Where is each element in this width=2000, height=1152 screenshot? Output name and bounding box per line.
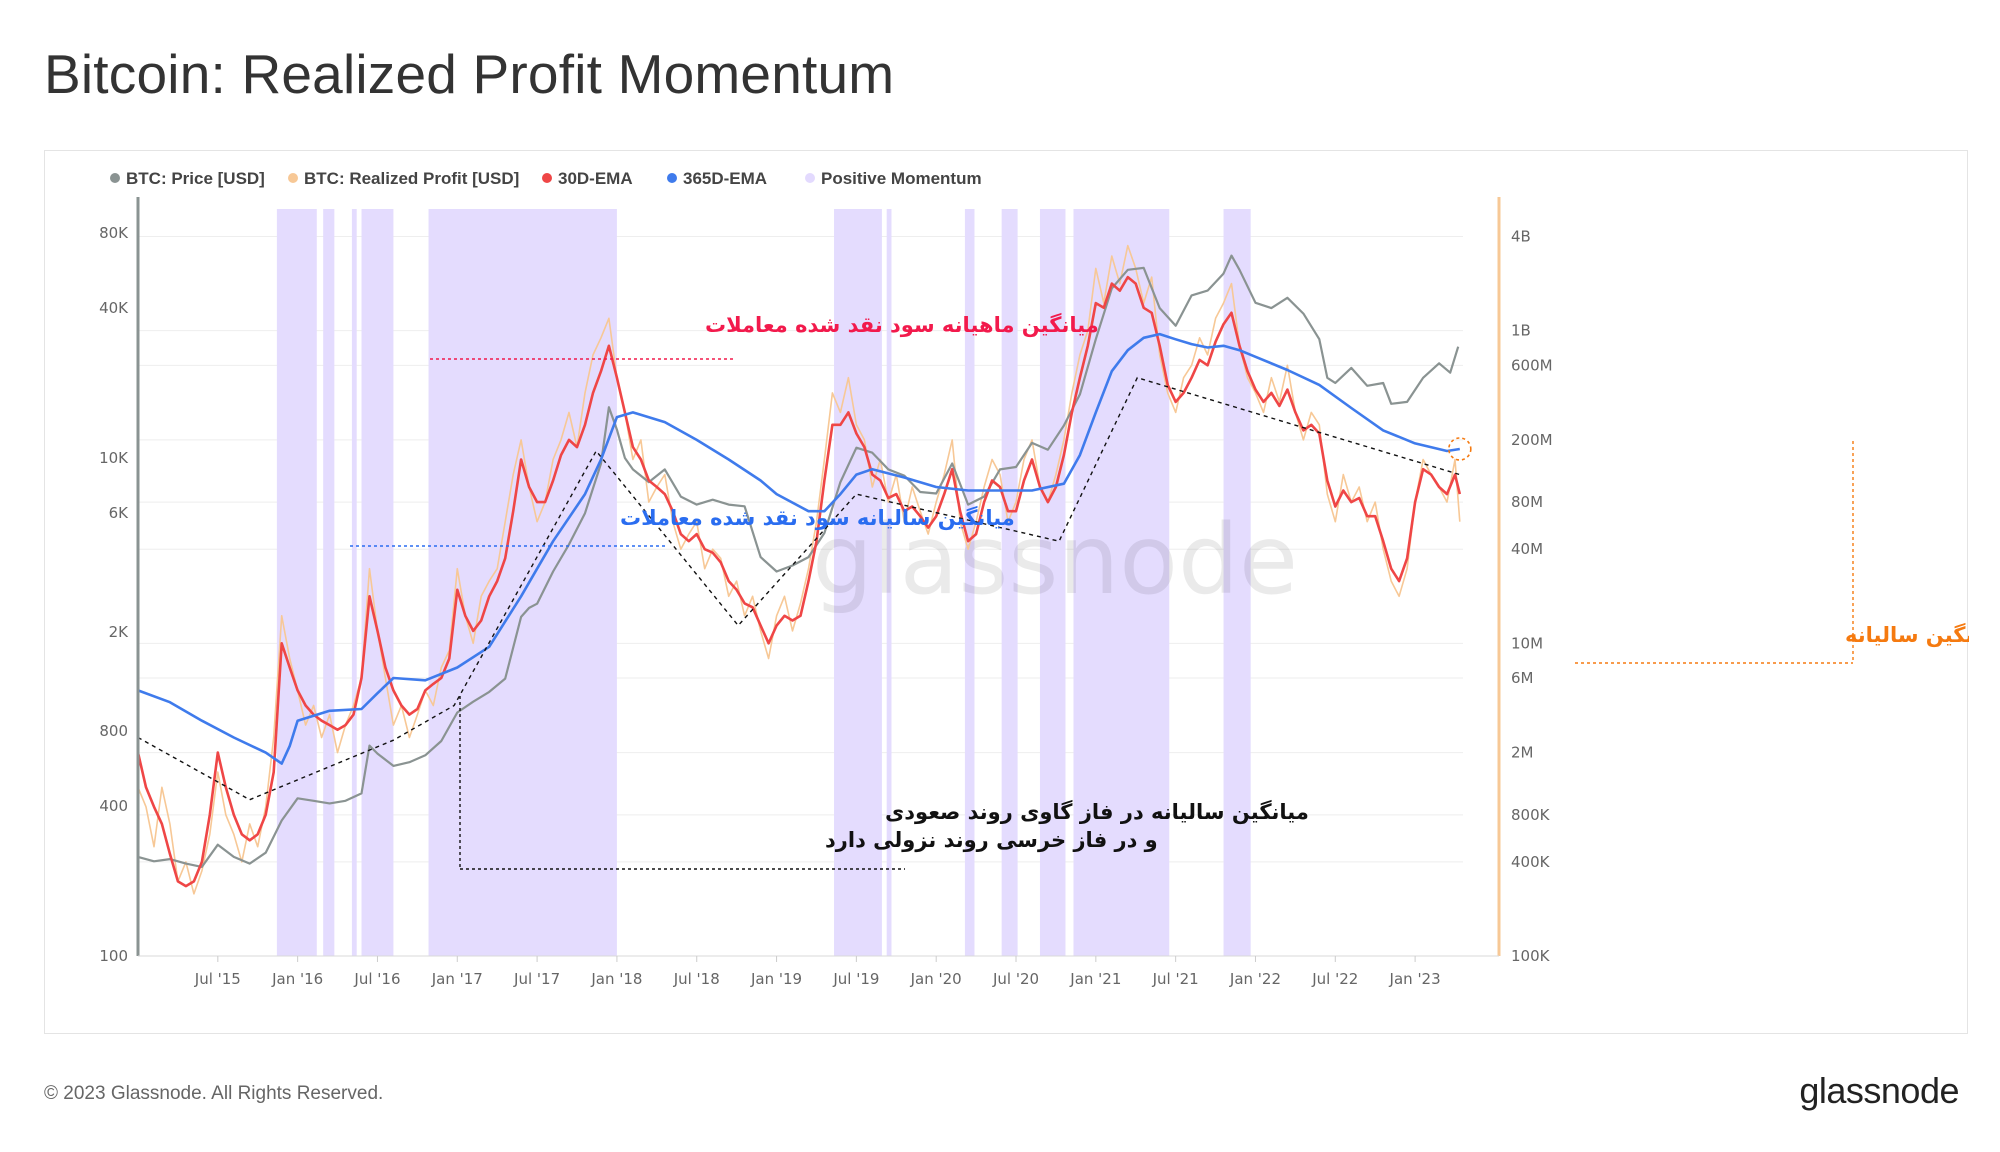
copyright-text: © 2023 Glassnode. All Rights Reserved. bbox=[44, 1083, 384, 1104]
legend-marker bbox=[667, 173, 677, 183]
trend-guide-line bbox=[249, 376, 1461, 801]
watermark: glassnode bbox=[812, 504, 1298, 616]
legend-marker bbox=[110, 173, 120, 183]
x-tick-label: Jan '23 bbox=[1389, 970, 1441, 988]
chart: BTC: Price [USD] BTC: Realized Profit [US… bbox=[99, 169, 1969, 988]
legend-item[interactable]: BTC: Realized Profit [USD] bbox=[288, 169, 519, 188]
x-tick-label: Jul '17 bbox=[513, 970, 560, 988]
left-tick-label: 400 bbox=[99, 797, 128, 815]
momentum-band bbox=[351, 209, 357, 956]
annotation-text: و در فاز خرسی روند نزولی دارد bbox=[825, 828, 1158, 852]
legend-label: 365D-EMA bbox=[683, 169, 767, 188]
trend-guides bbox=[137, 376, 1461, 801]
x-tick-label: Jul '16 bbox=[353, 970, 400, 988]
x-tick-label: Jan '20 bbox=[910, 970, 962, 988]
right-tick-label: 400K bbox=[1511, 853, 1551, 871]
x-tick-label: Jul '20 bbox=[992, 970, 1039, 988]
right-tick-label: 200M bbox=[1511, 431, 1553, 449]
axes: 80K 40K 10K 6K 2K 800 400 100 4B 1B 600M 200M 80M 40M… bbox=[99, 197, 1553, 988]
x-tick-label: Jan '21 bbox=[1069, 970, 1121, 988]
momentum-band bbox=[1039, 209, 1066, 956]
right-tick-label: 2M bbox=[1511, 744, 1534, 762]
momentum-band bbox=[361, 209, 394, 956]
annotation-text: میانگین سالیانه در فاز گاوی روند صعودی bbox=[885, 799, 1309, 824]
right-tick-label: 1B bbox=[1511, 322, 1531, 340]
legend-item[interactable]: 30D-EMA bbox=[542, 169, 633, 188]
left-tick-label: 80K bbox=[99, 224, 129, 242]
trend-guide-line bbox=[137, 736, 251, 801]
legend-label: BTC: Realized Profit [USD] bbox=[304, 169, 519, 188]
legend-label: Positive Momentum bbox=[821, 169, 982, 188]
legend-item[interactable]: 365D-EMA bbox=[667, 169, 767, 188]
x-tick-label: Jul '21 bbox=[1152, 970, 1199, 988]
price-line bbox=[137, 254, 1460, 868]
x-tick-label: Jul '22 bbox=[1311, 970, 1358, 988]
momentum-band bbox=[276, 209, 317, 956]
left-tick-label: 2K bbox=[109, 623, 130, 641]
legend-item[interactable]: BTC: Price [USD] bbox=[110, 169, 265, 188]
annotation-text: میانگین ماهیانه سود نقد شده معاملات bbox=[705, 312, 1099, 337]
legend-marker bbox=[805, 173, 815, 183]
left-tick-label: 10K bbox=[99, 449, 129, 467]
left-tick-label: 6K bbox=[109, 504, 130, 522]
right-tick-label: 800K bbox=[1511, 806, 1551, 824]
legend-label: 30D-EMA bbox=[558, 169, 633, 188]
series-group bbox=[136, 244, 1462, 895]
momentum-band bbox=[1001, 209, 1018, 956]
crossover-marker bbox=[1448, 437, 1472, 461]
momentum-band bbox=[428, 209, 617, 956]
left-tick-label: 800 bbox=[99, 722, 128, 740]
x-tick-label: Jan '16 bbox=[271, 970, 323, 988]
momentum-band bbox=[886, 209, 892, 956]
right-tick-label: 6M bbox=[1511, 669, 1534, 687]
left-tick-label: 100 bbox=[99, 947, 128, 965]
chart-frame: BTC: Price [USD] BTC: Realized Profit [US… bbox=[44, 150, 1969, 1034]
x-tick-label: Jan '19 bbox=[750, 970, 802, 988]
left-tick-label: 40K bbox=[99, 299, 129, 317]
ema30-line bbox=[136, 275, 1462, 888]
x-tick-label: Jul '19 bbox=[832, 970, 879, 988]
right-tick-label: 4B bbox=[1511, 228, 1531, 246]
legend-marker bbox=[288, 173, 298, 183]
legend-label: BTC: Price [USD] bbox=[126, 169, 265, 188]
brand-logo: glassnode bbox=[1799, 1070, 1959, 1111]
x-tick-label: Jan '18 bbox=[590, 970, 642, 988]
right-tick-label: 10M bbox=[1511, 634, 1543, 652]
right-tick-label: 100K bbox=[1511, 947, 1551, 965]
legend-marker bbox=[542, 173, 552, 183]
annotation-text: در حال شکست میانگین سالیانه bbox=[1845, 622, 1969, 647]
right-tick-label: 80M bbox=[1511, 493, 1543, 511]
annotations: میانگین ماهیانه سود نقد شده معاملات میانگ… bbox=[350, 312, 1969, 870]
right-tick-label: 600M bbox=[1511, 356, 1553, 374]
ema365-line bbox=[137, 332, 1461, 765]
annotation-text: میانگین سالیانه سود نقد شده معاملات bbox=[620, 505, 1015, 530]
right-tick-label: 40M bbox=[1511, 540, 1543, 558]
momentum-band bbox=[323, 209, 335, 956]
momentum-band bbox=[964, 209, 975, 956]
chart-legend: BTC: Price [USD] BTC: Realized Profit [US… bbox=[110, 169, 982, 188]
x-tick-label: Jan '22 bbox=[1229, 970, 1281, 988]
x-tick-label: Jul '15 bbox=[194, 970, 241, 988]
page-title: Bitcoin: Realized Profit Momentum bbox=[44, 43, 895, 105]
x-tick-label: Jan '17 bbox=[431, 970, 483, 988]
x-tick-label: Jul '18 bbox=[673, 970, 720, 988]
legend-item[interactable]: Positive Momentum bbox=[805, 169, 982, 188]
momentum-band bbox=[834, 209, 882, 956]
